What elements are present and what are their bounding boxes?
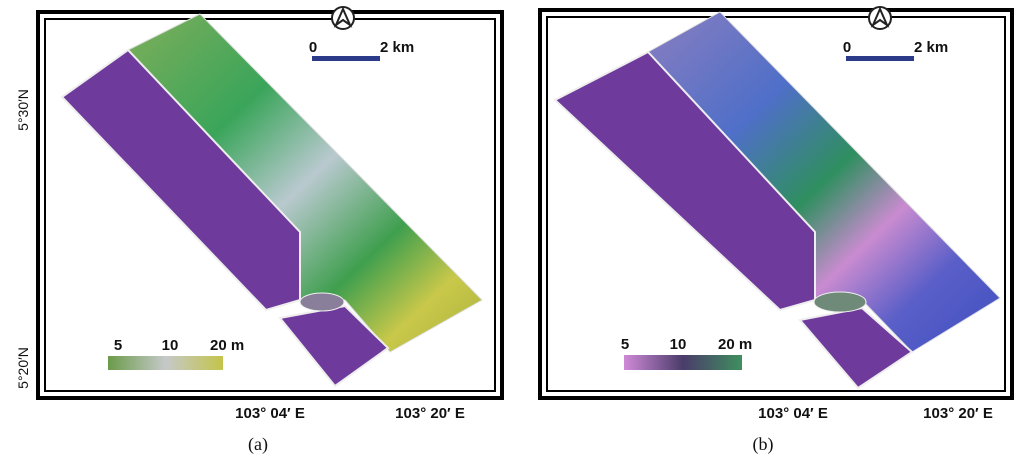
legend-label: 10 — [670, 336, 687, 353]
scale-bar-label: 2 km — [914, 39, 948, 56]
latitude-label: 5°20′N — [15, 347, 31, 389]
scale-bar-label: 2 km — [380, 39, 414, 56]
longitude-label: 103° 20′ E — [395, 405, 465, 422]
longitude-label: 103° 20′ E — [923, 405, 993, 422]
legend-label: 10 — [162, 337, 179, 354]
legend-label: 20 m — [718, 336, 752, 353]
panel-caption: (a) — [248, 434, 268, 455]
map-panel: 0 2 km 5 10 20 m — [38, 7, 502, 398]
legend-label: 5 — [621, 336, 629, 353]
legend-label: 5 — [114, 337, 122, 354]
figure: 5°30′N 5°20′N 0 2 km 5 10 20 m 103° 04′ … — [0, 0, 1018, 461]
legend-label: 20 m — [210, 337, 244, 354]
map-panel: 0 2 km 5 10 20 m — [540, 7, 1012, 398]
scale-bar-label: 0 — [843, 39, 851, 56]
scale-bar-label: 0 — [309, 39, 317, 56]
latitude-label: 5°30′N — [15, 89, 31, 131]
longitude-label: 103° 04′ E — [235, 405, 305, 422]
panel-caption: (b) — [753, 434, 774, 455]
longitude-label: 103° 04′ E — [758, 405, 828, 422]
